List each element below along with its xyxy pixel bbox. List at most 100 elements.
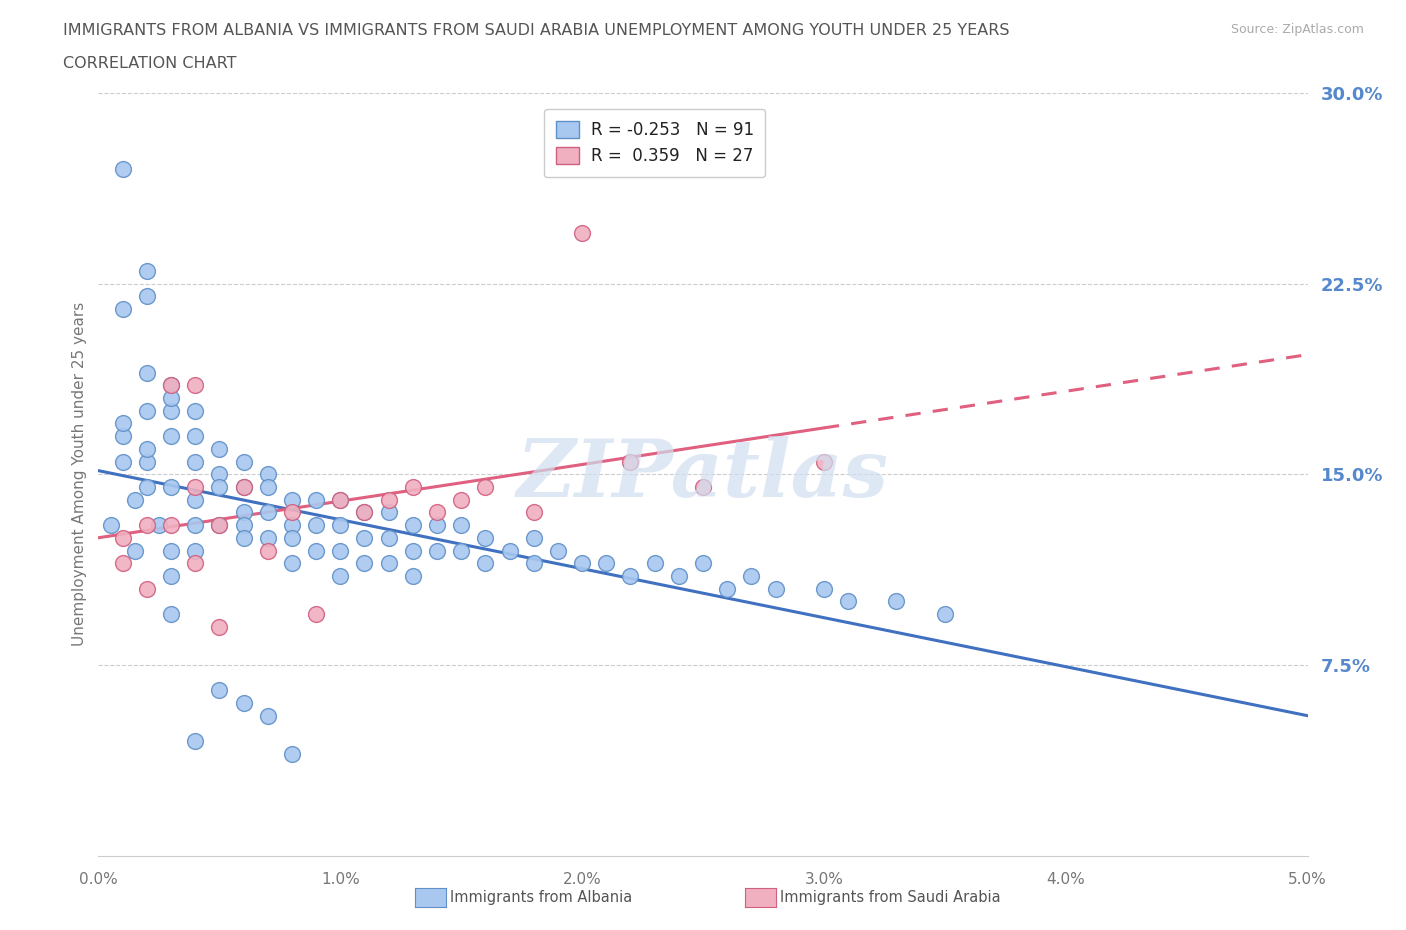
Point	[281, 747, 304, 762]
Point	[208, 518, 231, 533]
Point	[353, 505, 375, 520]
Point	[232, 530, 254, 545]
Point	[111, 429, 134, 444]
Point	[329, 492, 352, 507]
Point	[135, 480, 157, 495]
Point	[426, 505, 449, 520]
Point	[232, 505, 254, 520]
Point	[184, 543, 207, 558]
Point	[256, 505, 278, 520]
Point	[281, 530, 304, 545]
Point	[135, 454, 157, 469]
Point	[474, 480, 496, 495]
Point	[426, 518, 449, 533]
Point	[523, 556, 546, 571]
Point	[208, 619, 231, 634]
Point	[765, 581, 787, 596]
Text: IMMIGRANTS FROM ALBANIA VS IMMIGRANTS FROM SAUDI ARABIA UNEMPLOYMENT AMONG YOUTH: IMMIGRANTS FROM ALBANIA VS IMMIGRANTS FR…	[63, 23, 1010, 38]
Point	[232, 480, 254, 495]
Point	[644, 556, 666, 571]
Text: ZIPatlas: ZIPatlas	[517, 435, 889, 513]
Point	[135, 442, 157, 457]
Point	[111, 556, 134, 571]
Text: Immigrants from Albania: Immigrants from Albania	[450, 890, 633, 905]
Point	[402, 568, 425, 583]
Point	[619, 568, 641, 583]
Point	[160, 429, 183, 444]
Point	[281, 518, 304, 533]
Point	[208, 467, 231, 482]
Point	[353, 556, 375, 571]
Point	[498, 543, 520, 558]
Point	[160, 378, 183, 392]
Point	[450, 543, 472, 558]
Point	[402, 518, 425, 533]
Point	[305, 606, 328, 621]
Text: Source: ZipAtlas.com: Source: ZipAtlas.com	[1230, 23, 1364, 36]
Point	[148, 518, 170, 533]
Point	[740, 568, 762, 583]
Point	[111, 162, 134, 177]
Point	[232, 454, 254, 469]
Text: CORRELATION CHART: CORRELATION CHART	[63, 56, 236, 71]
Point	[619, 454, 641, 469]
Point	[377, 556, 399, 571]
Point	[232, 480, 254, 495]
Point	[329, 492, 352, 507]
Point	[305, 492, 328, 507]
Point	[256, 530, 278, 545]
Point	[523, 530, 546, 545]
Point	[111, 301, 134, 316]
Point	[256, 543, 278, 558]
Point	[256, 467, 278, 482]
Point	[184, 556, 207, 571]
Point	[716, 581, 738, 596]
Point	[208, 683, 231, 698]
Point	[208, 518, 231, 533]
Point	[111, 530, 134, 545]
Point	[160, 606, 183, 621]
Point	[571, 225, 593, 240]
Point	[111, 454, 134, 469]
Point	[281, 492, 304, 507]
Point	[305, 543, 328, 558]
Point	[353, 530, 375, 545]
Point	[474, 530, 496, 545]
Point	[160, 404, 183, 418]
Point	[668, 568, 690, 583]
Point	[232, 696, 254, 711]
Point	[547, 543, 569, 558]
Point	[474, 556, 496, 571]
Point	[100, 518, 122, 533]
Point	[160, 391, 183, 405]
Point	[281, 505, 304, 520]
Point	[232, 518, 254, 533]
Point	[450, 492, 472, 507]
Point	[402, 543, 425, 558]
Point	[160, 568, 183, 583]
Point	[450, 518, 472, 533]
Point	[692, 556, 714, 571]
Legend: R = -0.253   N = 91, R =  0.359   N = 27: R = -0.253 N = 91, R = 0.359 N = 27	[544, 109, 765, 177]
Point	[135, 518, 157, 533]
Point	[813, 581, 835, 596]
Point	[256, 480, 278, 495]
Point	[377, 492, 399, 507]
Point	[305, 518, 328, 533]
Point	[329, 518, 352, 533]
Point	[523, 505, 546, 520]
Point	[377, 530, 399, 545]
Point	[886, 594, 908, 609]
Point	[184, 734, 207, 749]
Point	[692, 480, 714, 495]
Point	[256, 709, 278, 724]
Point	[837, 594, 859, 609]
Point	[184, 518, 207, 533]
Point	[135, 263, 157, 278]
Point	[160, 543, 183, 558]
Point	[160, 480, 183, 495]
Point	[135, 289, 157, 304]
Point	[184, 454, 207, 469]
Point	[571, 556, 593, 571]
Y-axis label: Unemployment Among Youth under 25 years: Unemployment Among Youth under 25 years	[72, 302, 87, 646]
